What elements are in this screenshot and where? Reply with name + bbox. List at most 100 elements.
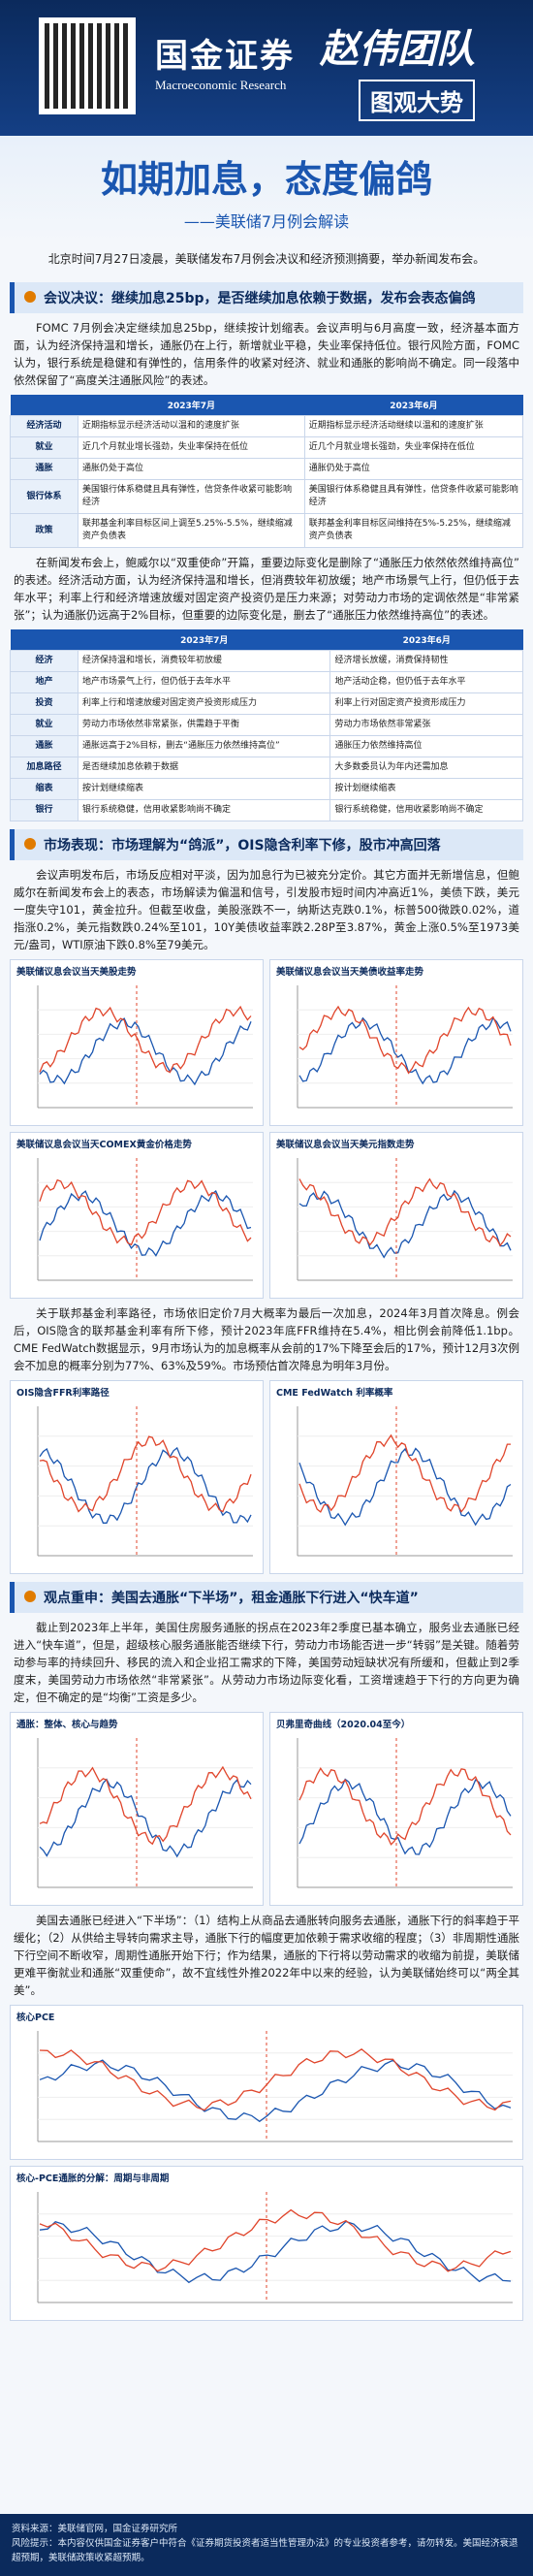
cell: 美国银行体系稳健且具有弹性，信贷条件收紧可能影响经济: [303, 479, 524, 514]
table-row: 通胀 通胀仍处于高位 通胀仍处于高位: [10, 458, 524, 480]
section-heading: 观点重申：美国去通胀“下半场”，租金通胀下行进入“快车道”: [10, 1582, 523, 1613]
cell: 加息路径: [10, 757, 78, 779]
table-row: 银行 银行系统稳健，信用收紧影响尚不确定 银行系统稳健，信用收紧影响尚不确定: [10, 799, 523, 821]
chart-illustration: [37, 1158, 253, 1281]
cell: 利率上行和增速放缓对固定资产投资形成压力: [77, 692, 331, 715]
decor-line: [39, 2059, 512, 2123]
figure: OIS隐含FFR利率路径: [10, 1380, 264, 1574]
cell: 通胀仍处于高位: [303, 458, 524, 480]
section-heading: 会议决议：继续加息25bp，是否继续加息依赖于数据，发布会表态偏鸽: [10, 282, 523, 313]
figure-group: OIS隐含FFR利率路径 CME FedWatch 利率概率: [10, 1380, 523, 1574]
figure-group: 美联储议息会议当天美股走势 美联储议息会议当天美债收益率走势美联储议息会议当天CO…: [10, 959, 523, 1299]
cell: 经济: [10, 650, 78, 672]
content: 会议决议：继续加息25bp，是否继续加息依赖于数据，发布会表态偏鸽 FOMC 7月…: [0, 282, 533, 2321]
chart-illustration: [37, 1406, 253, 1557]
table-row: 经济活动 近期指标显示经济活动以温和的速度扩张 近期指标显示经济活动继续以温和的速度…: [10, 415, 524, 437]
figure-title: 美联储议息会议当天COMEX黄金价格走势: [16, 1140, 192, 1150]
figure: 美联储议息会议当天美元指数走势: [269, 1132, 523, 1299]
figure: 贝弗里奇曲线（2020.04至今）: [269, 1712, 523, 1906]
cell: 经济保持温和增长，消费较年初放缓: [77, 650, 331, 672]
chart-illustration: [297, 1406, 513, 1557]
cell: 按计划继续缩表: [329, 778, 523, 800]
paragraph: 美国去通胀已经进入“下半场”：（1）结构上从商品去通胀转向服务去通胀，通胀下行的…: [14, 1914, 519, 1997]
paragraph: 在新闻发布会上，鲍威尔以“双重使命”开篇，重要边际变化是删除了“通胀压力依然依然…: [14, 556, 519, 622]
figure-title: 美联储议息会议当天美债收益率走势: [276, 967, 424, 978]
title-band: 如期加息，态度偏鸽 ——美联储7月例会解读: [0, 136, 533, 242]
decor-line: [298, 1447, 512, 1527]
decor-line: [298, 1767, 512, 1846]
cell: 联邦基金利率目标区间维持在5%-5.25%，继续缩减资产负债表: [303, 513, 524, 548]
qr-code: [39, 17, 136, 114]
figure: 核心-PCE通胀的分解：周期与非周期: [10, 2166, 523, 2321]
table-row: 通胀 通胀远高于2%目标，删去“通胀压力依然维持高位” 通胀压力依然维持高位: [10, 735, 523, 757]
figure-title: OIS隐含FFR利率路径: [16, 1388, 110, 1399]
table-row: 加息路径 是否继续加息依赖于数据 大多数委员认为年内还需加息: [10, 757, 523, 779]
figure: 核心PCE: [10, 2005, 523, 2160]
cell: 通胀: [10, 735, 78, 757]
figure-title: 贝弗里奇曲线（2020.04至今）: [276, 1720, 411, 1730]
figure-title: 美联储议息会议当天美元指数走势: [276, 1140, 415, 1150]
header-cell: 2023年6月: [329, 629, 523, 651]
cell: 近期指标显示经济活动以温和的速度扩张: [78, 415, 305, 437]
cell: 通胀远高于2%目标，删去“通胀压力依然维持高位”: [77, 735, 331, 757]
cell: 美国银行体系稳健且具有弹性，信贷条件收紧可能影响经济: [78, 479, 305, 514]
figure: 通胀：整体、核心与趋势: [10, 1712, 264, 1906]
cell: 劳动力市场依然非常紧张: [329, 714, 523, 736]
chart-illustration: [37, 2192, 513, 2303]
table-row: 就业 近几个月就业增长强劲，失业率保持在低位 近几个月就业增长强劲，失业率保持在低位: [10, 436, 524, 459]
cell: 政策: [10, 513, 78, 548]
figure-title: 核心-PCE通胀的分解：周期与非周期: [16, 2174, 170, 2184]
paragraph: 会议声明发布后，市场反应相对平淡，因为加息行为已被充分定价。其它方面并无新增信息…: [14, 868, 519, 951]
footer: 资料来源：美联储官网，国金证券研究所 风险提示：本内容仅供国金证券客户中符合《证…: [0, 2514, 533, 2576]
header-cell: 2023年6月: [304, 395, 523, 416]
cell: 大多数委员认为年内还需加息: [329, 757, 523, 779]
table-row: 地产 地产市场景气上行，但仍低于去年水平 地产活动企稳，但仍低于去年水平: [10, 671, 523, 693]
figure-group: 核心PCE: [10, 2005, 523, 2160]
decor-line: [298, 1016, 512, 1085]
cell: 就业: [10, 436, 78, 459]
cell: 银行系统稳健，信用收紧影响尚不确定: [77, 799, 331, 821]
series: 图观大势: [359, 80, 475, 121]
cell: 通胀: [10, 458, 78, 480]
brand-en: Macroeconomic Research: [155, 78, 287, 92]
decor-line: [298, 1177, 512, 1247]
cell: 经济活动: [10, 415, 78, 437]
table-row: 银行体系 美国银行体系稳健且具有弹性，信贷条件收紧可能影响经济 美国银行体系稳健且具…: [10, 479, 524, 514]
cell: 通胀仍处于高位: [78, 458, 305, 480]
cell: 近几个月就业增长强劲，失业率保持在低位: [78, 436, 305, 459]
decor-line: [39, 1765, 252, 1846]
figure-group: 通胀：整体、核心与趋势 贝弗里奇曲线（2020.04至今）: [10, 1712, 523, 1906]
decor-line: [39, 2047, 512, 2111]
table-row: 缩表 按计划继续缩表 按计划继续缩表: [10, 778, 523, 800]
team: 赵伟团队: [320, 26, 475, 72]
decor-line: [39, 1005, 252, 1074]
header-cell: 2023年7月: [78, 629, 330, 651]
figure: 美联储议息会议当天COMEX黄金价格走势: [10, 1132, 264, 1299]
title: 如期加息，态度偏鸽: [100, 158, 432, 201]
decor-line: [298, 1005, 512, 1075]
table: 2023年7月 2023年6月 经济 经济保持温和增长，消费较年初放缓 经济增长放缓，消…: [10, 629, 523, 821]
cell: 经济增长放缓，消费保持韧性: [329, 650, 523, 672]
cell: 银行体系: [10, 479, 78, 514]
chart-illustration: [37, 2031, 513, 2142]
figure-group: 核心-PCE通胀的分解：周期与非周期: [10, 2166, 523, 2321]
table-row: 经济 经济保持温和增长，消费较年初放缓 经济增长放缓，消费保持韧性: [10, 650, 523, 672]
cell: 地产: [10, 671, 78, 693]
paragraph: 关于联邦基金利率路径，市场依旧定价7月大概率为最后一次加息，2024年3月首次降…: [14, 1306, 519, 1372]
paragraph: FOMC 7月例会决定继续加息25bp，继续按计划缩表。会议声明与6月高度一致，…: [14, 321, 519, 387]
figure: 美联储议息会议当天美股走势: [10, 959, 264, 1126]
cell: 就业: [10, 714, 78, 736]
decor-line: [39, 1778, 252, 1858]
table-header: 2023年7月 2023年6月: [10, 395, 523, 416]
paragraph: 截止到2023年上半年，美国住房服务通胀的拐点在2023年2季度已基本确立，服务…: [14, 1621, 519, 1704]
cell: 劳动力市场依然非常紧张，供需趋于平衡: [77, 714, 331, 736]
figure-title: 通胀：整体、核心与趋势: [16, 1720, 118, 1730]
subtitle: ——美联储7月例会解读: [183, 212, 350, 231]
figure: 美联储议息会议当天美债收益率走势: [269, 959, 523, 1126]
cell: 按计划继续缩表: [77, 778, 331, 800]
table-header: 2023年7月 2023年6月: [10, 629, 523, 651]
figure-title: 美联储议息会议当天美股走势: [16, 967, 137, 978]
cell: 地产市场景气上行，但仍低于去年水平: [77, 671, 331, 693]
cell: 利率上行对固定资产投资形成压力: [329, 692, 523, 715]
